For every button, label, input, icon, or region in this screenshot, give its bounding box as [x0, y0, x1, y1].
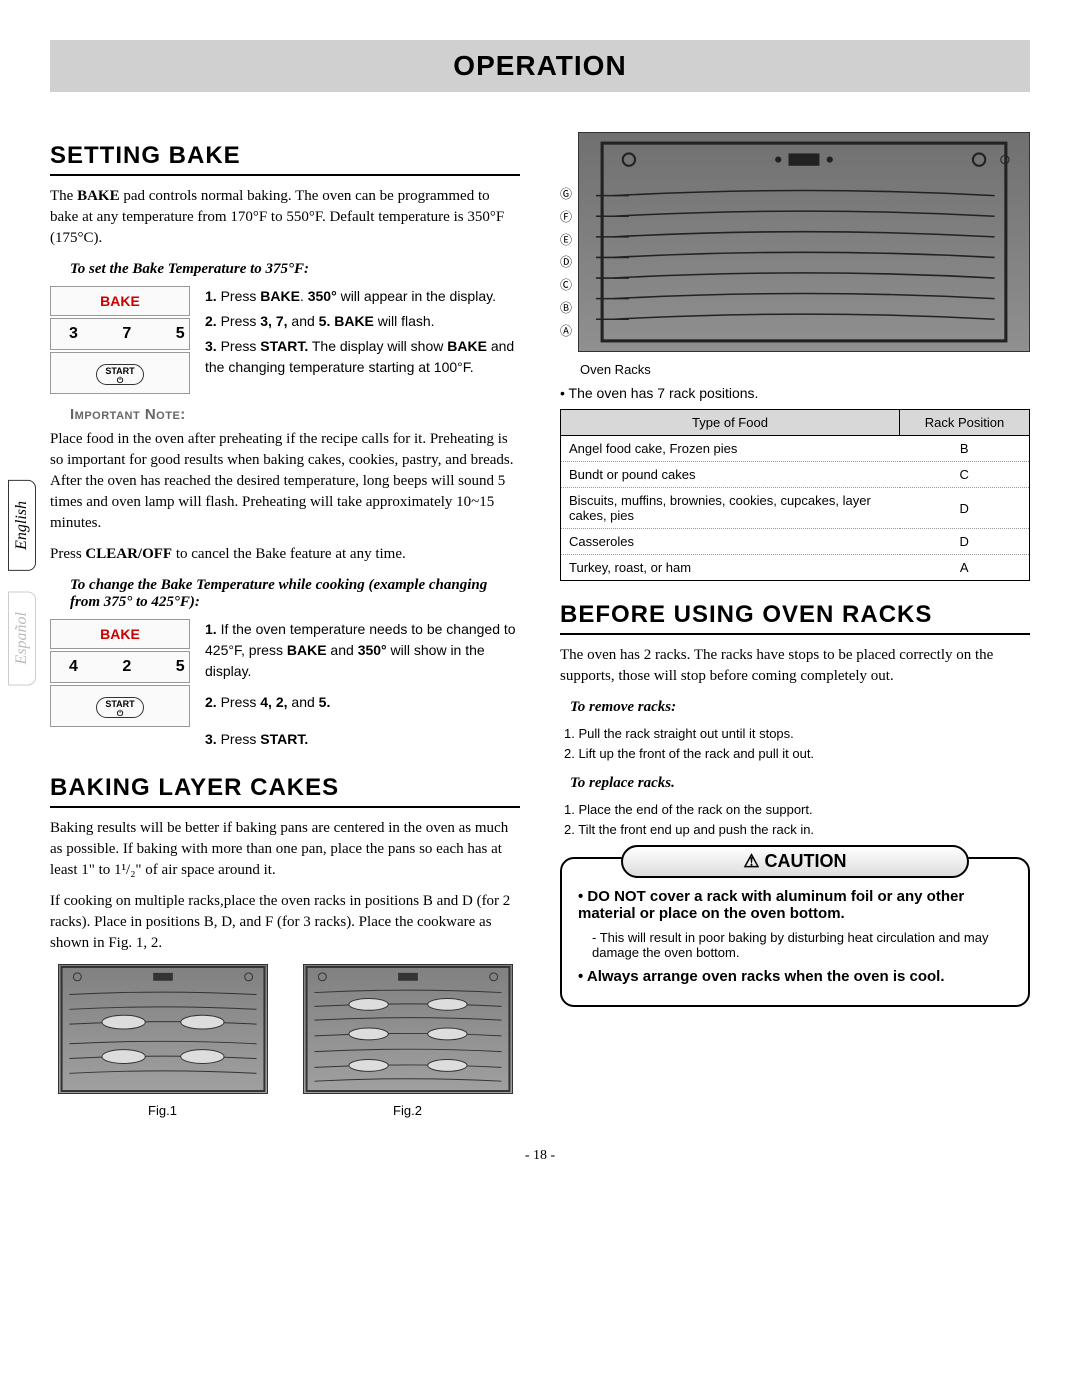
oven-rack-diagram: Ⓖ Ⓕ Ⓔ Ⓓ Ⓒ Ⓑ Ⓐ: [560, 132, 1030, 377]
rack-label-c: Ⓒ: [560, 276, 572, 293]
set-temp-subheading: To set the Bake Temperature to 375°F:: [70, 261, 520, 278]
rack-positions-bullet: • The oven has 7 rack positions.: [560, 385, 1030, 401]
table-row: Biscuits, muffins, brownies, cookies, cu…: [561, 488, 1030, 529]
figure-2: Fig.2: [295, 964, 520, 1118]
remove-steps: 1. Pull the rack straight out until it s…: [564, 724, 1030, 763]
keypad-bake: BAKE: [50, 286, 190, 316]
caution-header: ⚠ CAUTION: [621, 845, 968, 878]
rack-label-b: Ⓑ: [560, 299, 572, 316]
change-temp-subheading: To change the Bake Temperature while coo…: [70, 577, 520, 611]
language-tabs: English Español: [8, 480, 36, 685]
rack-label-e: Ⓔ: [560, 231, 572, 248]
important-note-2: Press CLEAR/OFF to cancel the Bake featu…: [50, 544, 520, 565]
layer-cakes-heading: BAKING LAYER CAKES: [50, 774, 520, 808]
steps-2: 1. If the oven temperature needs to be c…: [205, 619, 520, 754]
rack-position-table: Type of Food Rack Position Angel food ca…: [560, 409, 1030, 581]
important-note-label: Important Note:: [70, 406, 520, 423]
caution-item: • Always arrange oven racks when the ove…: [578, 968, 1012, 985]
th-food: Type of Food: [561, 410, 900, 436]
fig1-caption: Fig.1: [50, 1103, 275, 1118]
keypad-start: START: [50, 685, 190, 727]
rack-label-f: Ⓕ: [560, 208, 572, 225]
layer-cakes-p2: If cooking on multiple racks,place the o…: [50, 891, 520, 954]
table-row: CasserolesD: [561, 529, 1030, 555]
oven-racks-caption: Oven Racks: [580, 362, 1030, 377]
lang-en-tab[interactable]: English: [8, 480, 36, 571]
replace-steps: 1. Place the end of the rack on the supp…: [564, 800, 1030, 839]
keypad-1: BAKE 3 7 5 START: [50, 286, 190, 396]
keypad-bake: BAKE: [50, 619, 190, 649]
page-number: - 18 -: [50, 1148, 1030, 1164]
rack-label-d: Ⓓ: [560, 253, 572, 270]
caution-item: - This will result in poor baking by dis…: [592, 930, 1012, 960]
remove-racks-heading: To remove racks:: [570, 699, 1030, 716]
layer-cakes-p1: Baking results will be better if baking …: [50, 818, 520, 881]
keypad-2: BAKE 4 2 5 START: [50, 619, 190, 754]
before-racks-intro: The oven has 2 racks. The racks have sto…: [560, 645, 1030, 687]
rack-label-a: Ⓐ: [560, 322, 572, 339]
table-row: Turkey, roast, or hamA: [561, 555, 1030, 581]
figure-1: Fig.1: [50, 964, 275, 1118]
th-position: Rack Position: [900, 410, 1030, 436]
keypad-nums: 3 7 5: [50, 318, 190, 350]
table-row: Bundt or pound cakesC: [561, 462, 1030, 488]
lang-es-tab[interactable]: Español: [8, 591, 36, 685]
important-note-1: Place food in the oven after preheating …: [50, 429, 520, 534]
setting-bake-intro: The BAKE pad controls normal baking. The…: [50, 186, 520, 249]
table-row: Angel food cake, Frozen piesB: [561, 436, 1030, 462]
caution-box: ⚠ CAUTION • DO NOT cover a rack with alu…: [560, 857, 1030, 1007]
rack-label-g: Ⓖ: [560, 185, 572, 202]
before-racks-heading: BEFORE USING OVEN RACKS: [560, 601, 1030, 635]
setting-bake-heading: SETTING BAKE: [50, 142, 520, 176]
replace-racks-heading: To replace racks.: [570, 775, 1030, 792]
keypad-start: START: [50, 352, 190, 394]
figure-row: Fig.1: [50, 964, 520, 1118]
steps-1: 1. Press BAKE. 350° will appear in the d…: [205, 286, 520, 396]
caution-item: • DO NOT cover a rack with aluminum foil…: [578, 888, 1012, 922]
keypad-nums: 4 2 5: [50, 651, 190, 683]
fig2-caption: Fig.2: [295, 1103, 520, 1118]
page-title: OPERATION: [50, 40, 1030, 92]
